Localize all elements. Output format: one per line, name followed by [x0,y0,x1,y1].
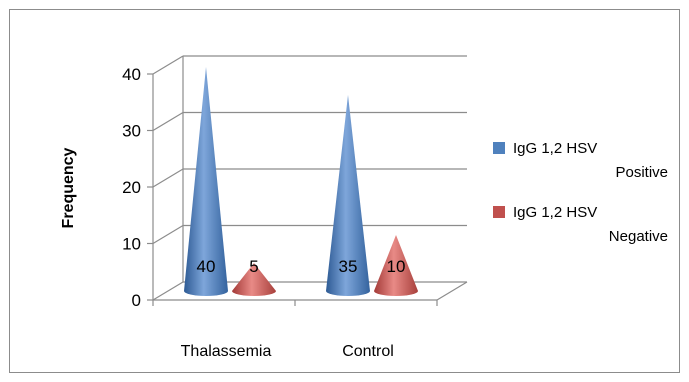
gridlines [152,55,467,301]
y-axis-title: Frequency [60,147,77,228]
legend: IgG 1,2 HSV Positive IgG 1,2 HSV Negative [493,140,668,245]
data-label-thalassemia-series-1: 5 [249,257,258,276]
side-gridline-10 [152,224,184,245]
x-tick-label-control: Control [342,343,394,360]
y-tick-label-10: 10 [122,235,141,254]
side-gridline-20 [152,168,184,188]
side-gridline-40 [152,55,184,75]
floor-right-edge [436,281,468,301]
legend-label-1-line-1: IgG 1,2 HSV [513,204,597,221]
legend-label-1-line-2: Negative [609,228,668,245]
y-tick-label-0: 0 [132,291,141,310]
x-tick-label-thalassemia: Thalassemia [181,343,272,360]
cone-thalassemia-series-0 [184,67,228,296]
cone-control-series-1 [374,235,418,296]
labels: 0 10 20 30 40 40 5 Thalassemia 35 10 Control [122,65,405,360]
y-tick-label-40: 40 [122,65,141,84]
data-label-control-series-0: 35 [339,257,358,276]
cone-thalassemia-series-1 [232,263,276,296]
side-gridline-0 [152,281,184,301]
legend-swatch-0 [493,142,505,154]
cone-control-series-0 [326,95,370,296]
data-label-control-series-1: 10 [387,257,406,276]
legend-label-0-line-1: IgG 1,2 HSV [513,140,597,157]
y-tick-label-30: 30 [122,122,141,141]
side-gridline-30 [152,111,184,132]
data-label-thalassemia-series-0: 40 [197,257,216,276]
legend-swatch-1 [493,206,505,218]
cone-marks [184,67,418,296]
axes [147,56,468,306]
y-tick-label-20: 20 [122,178,141,197]
legend-label-0-line-2: Positive [615,164,668,181]
